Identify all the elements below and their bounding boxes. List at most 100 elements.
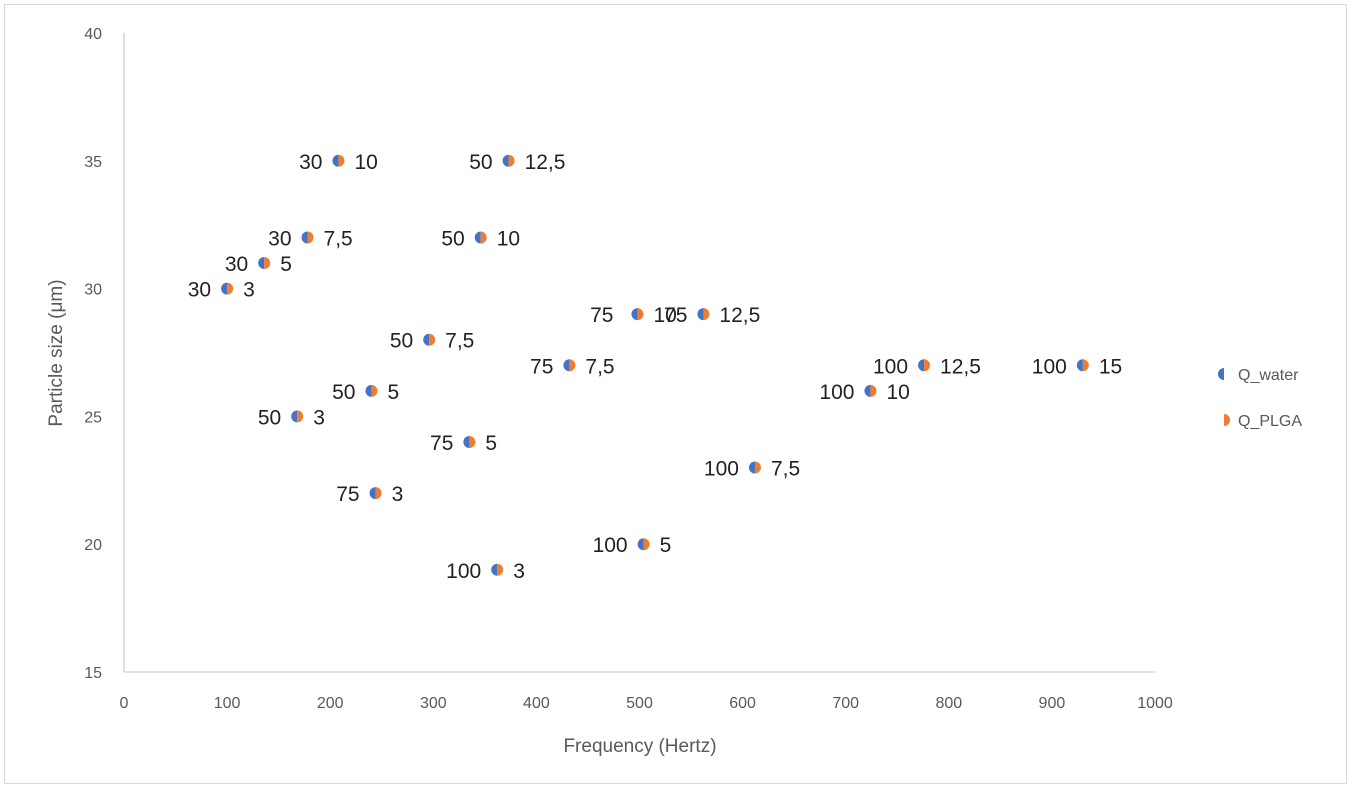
- data-point: [637, 538, 650, 551]
- data-label-q-plga: 3: [513, 560, 525, 583]
- data-label-q-plga: 5: [485, 432, 497, 455]
- chart-frame: [4, 4, 1347, 784]
- data-label-q-water: 75: [590, 304, 613, 327]
- data-point: [631, 308, 644, 321]
- data-label-q-water: 100: [446, 560, 481, 583]
- data-label-q-plga: 3: [313, 406, 325, 429]
- data-label-q-water: 30: [188, 279, 211, 302]
- data-point: [423, 333, 436, 346]
- point-q-plga-half: [227, 282, 234, 295]
- data-label-q-plga: 12,5: [940, 355, 981, 378]
- data-label-q-water: 30: [225, 253, 248, 276]
- data-label-q-water: 100: [704, 458, 739, 481]
- data-point: [221, 282, 234, 295]
- legend-marker-q-plga: [1218, 414, 1224, 426]
- point-q-plga-half: [307, 231, 314, 244]
- data-label-q-water: 30: [299, 151, 322, 174]
- point-q-plga-half: [637, 308, 644, 321]
- point-q-water-half: [365, 384, 372, 397]
- data-label-q-water: 75: [664, 304, 687, 327]
- y-tick-label: 25: [84, 409, 102, 426]
- data-label-q-water: 75: [430, 432, 453, 455]
- axes: [123, 33, 1155, 673]
- x-tick-label: 200: [317, 695, 344, 712]
- point-q-water-half: [221, 282, 228, 295]
- point-q-plga-half: [469, 435, 476, 448]
- data-point: [291, 410, 304, 423]
- point-q-water-half: [502, 154, 509, 167]
- point-q-water-half: [631, 308, 638, 321]
- data-label-q-plga: 10: [886, 381, 909, 404]
- data-point: [918, 359, 931, 372]
- data-label-q-plga: 10: [354, 151, 377, 174]
- data-point: [463, 435, 476, 448]
- x-axis-title: Frequency (Hertz): [563, 736, 716, 757]
- point-q-water-half: [291, 410, 298, 423]
- data-labels: 30 3 30 5 30 7,5 30 10 50 3 50 5 50 7,5 50 10 50 12,5 75 3 7…: [188, 151, 1122, 583]
- legend-marker-q-water-half: [1224, 368, 1230, 380]
- legend-item-q-water: Q_water: [1218, 367, 1299, 384]
- point-q-plga-half: [375, 487, 382, 500]
- data-label-q-plga: 3: [243, 279, 255, 302]
- x-tick-label: 1000: [1137, 695, 1173, 712]
- x-tick-label: 500: [626, 695, 653, 712]
- point-q-water-half: [491, 563, 498, 576]
- y-tick-label: 40: [84, 26, 102, 43]
- point-q-plga-half: [754, 461, 761, 474]
- data-point: [332, 154, 345, 167]
- data-point: [697, 308, 710, 321]
- data-label-q-plga: 5: [387, 381, 399, 404]
- point-q-water-half: [1076, 359, 1083, 372]
- data-label-q-plga: 5: [660, 534, 672, 557]
- point-q-plga-half: [924, 359, 931, 372]
- data-label-q-water: 100: [1032, 355, 1067, 378]
- legend-marker-q-plga-half: [1224, 414, 1230, 426]
- x-tick-label: 700: [832, 695, 859, 712]
- x-tick-labels: 0 100 200 300 400 500 600 700 800 900 1000: [120, 695, 1173, 712]
- data-point: [365, 384, 378, 397]
- y-tick-label: 30: [84, 282, 102, 299]
- point-q-plga-half: [1082, 359, 1089, 372]
- point-q-water-half: [369, 487, 376, 500]
- x-tick-label: 800: [935, 695, 962, 712]
- point-q-water-half: [697, 308, 704, 321]
- x-tick-label: 600: [729, 695, 756, 712]
- point-q-plga-half: [338, 154, 345, 167]
- data-label-q-water: 75: [530, 355, 553, 378]
- data-points: [221, 154, 1089, 576]
- point-q-plga-half: [429, 333, 436, 346]
- x-tick-label: 300: [420, 695, 447, 712]
- data-point: [748, 461, 761, 474]
- data-label-q-water: 50: [441, 227, 464, 250]
- data-label-q-plga: 3: [392, 483, 404, 506]
- data-point: [864, 384, 877, 397]
- data-point: [563, 359, 576, 372]
- point-q-water-half: [864, 384, 871, 397]
- legend: Q_water Q_PLGA: [1218, 367, 1302, 430]
- data-label-q-water: 30: [268, 227, 291, 250]
- legend-label-q-plga: Q_PLGA: [1238, 413, 1302, 430]
- data-label-q-plga: 7,5: [445, 330, 474, 353]
- x-tick-label: 0: [120, 695, 129, 712]
- point-q-plga-half: [371, 384, 378, 397]
- data-label-q-water: 100: [593, 534, 628, 557]
- y-axis-title: Particle size (μm): [46, 279, 67, 426]
- point-q-plga-half: [508, 154, 515, 167]
- data-point: [1076, 359, 1089, 372]
- legend-label-q-water: Q_water: [1238, 367, 1299, 384]
- point-q-plga-half: [703, 308, 710, 321]
- point-q-water-half: [258, 257, 265, 270]
- point-q-water-half: [423, 333, 430, 346]
- data-label-q-plga: 12,5: [525, 151, 566, 174]
- point-q-water-half: [463, 435, 470, 448]
- data-label-q-plga: 15: [1099, 355, 1122, 378]
- data-point: [301, 231, 314, 244]
- point-q-water-half: [637, 538, 644, 551]
- x-tick-label: 400: [523, 695, 550, 712]
- data-point: [474, 231, 487, 244]
- data-point: [502, 154, 515, 167]
- data-label-q-water: 50: [390, 330, 413, 353]
- data-label-q-plga: 10: [497, 227, 520, 250]
- point-q-water-half: [563, 359, 570, 372]
- point-q-water-half: [332, 154, 339, 167]
